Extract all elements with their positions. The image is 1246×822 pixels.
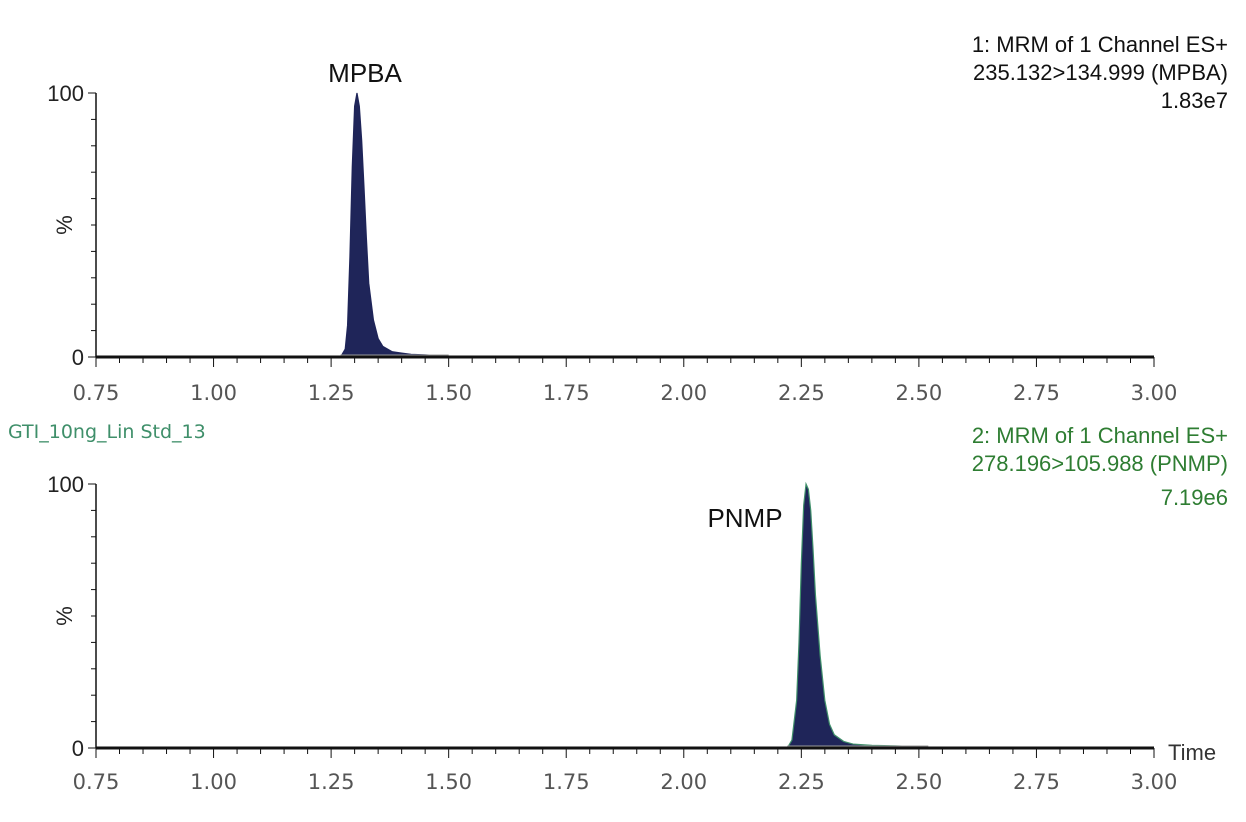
x-tick-label: 1.50 — [425, 381, 472, 405]
x-tick-label: 3.00 — [1131, 381, 1178, 405]
y-axis-ticks — [88, 92, 96, 358]
x-axis-ticks: 0.75 1.00 1.25 1.50 1.75 2.00 2.25 2.50 2.75 3.00 — [73, 357, 1178, 405]
x-tick-label: 2.50 — [896, 770, 943, 794]
x-tick-label: 2.75 — [1013, 770, 1060, 794]
x-axis-ticks: 0.75 1.00 1.25 1.50 1.75 2.00 2.25 2.50 2.75 3.00 — [73, 748, 1178, 794]
x-tick-label: 3.00 — [1131, 770, 1178, 794]
x-tick-label: 1.25 — [308, 381, 355, 405]
x-tick-label: 2.00 — [660, 770, 707, 794]
x-tick-label: 2.25 — [778, 381, 825, 405]
peak-area-mpba — [96, 92, 1154, 358]
sample-name-label: GTI_10ng_Lin Std_13 — [8, 421, 206, 443]
peak-area-pnmp — [96, 481, 1154, 749]
y-axis-label: % — [52, 215, 77, 235]
x-tick-label: 2.50 — [896, 381, 943, 405]
y-axis-label: % — [52, 606, 77, 626]
intensity-info-line: 7.19e6 — [1161, 485, 1228, 510]
x-tick-label: 1.25 — [308, 770, 355, 794]
y-tick-label-100: 100 — [47, 472, 84, 497]
peak-label-mpba: MPBA — [328, 58, 402, 88]
x-tick-label: 0.75 — [73, 770, 120, 794]
y-tick-label-0: 0 — [72, 345, 84, 370]
x-tick-label: 1.00 — [190, 770, 237, 794]
x-tick-label: 1.00 — [190, 381, 237, 405]
x-tick-label: 0.75 — [73, 381, 120, 405]
channel-info-line-1: 2: MRM of 1 Channel ES+ — [972, 423, 1228, 448]
x-tick-label: 1.75 — [543, 381, 590, 405]
y-axis-ticks — [88, 483, 96, 749]
x-tick-label: 1.50 — [425, 770, 472, 794]
transition-info-line: 235.132>134.999 (MPBA) — [973, 60, 1228, 85]
intensity-info-line: 1.83e7 — [1161, 88, 1228, 113]
y-tick-label-100: 100 — [47, 81, 84, 106]
pnmp-peak-area — [96, 481, 1154, 749]
peak-label-pnmp: PNMP — [707, 503, 782, 533]
mpba-peak-area — [96, 92, 1154, 358]
chromatogram-panel-pnmp: 0.75 1.00 1.25 1.50 1.75 2.00 2.25 2.50 2.75 3.00… — [47, 423, 1228, 794]
transition-info-line: 278.196>105.988 (PNMP) — [972, 451, 1228, 476]
x-axis-title-time: Time — [1168, 740, 1216, 765]
x-tick-label: 2.25 — [778, 770, 825, 794]
channel-info-line-1: 1: MRM of 1 Channel ES+ — [972, 32, 1228, 57]
x-tick-label: 2.00 — [660, 381, 707, 405]
y-tick-label-0: 0 — [72, 736, 84, 761]
x-tick-label: 1.75 — [543, 770, 590, 794]
x-tick-label: 2.75 — [1013, 381, 1060, 405]
chromatogram-panel-mpba: 0.75 1.00 1.25 1.50 1.75 2.00 2.25 2.50 2.75 3.00… — [47, 32, 1228, 405]
